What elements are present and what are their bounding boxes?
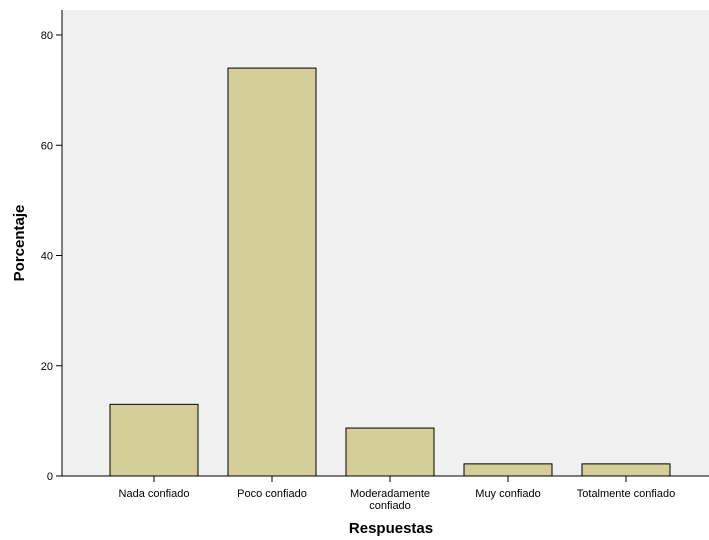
x-tick-label: Totalmente confiado (577, 488, 675, 500)
bar (463, 463, 553, 477)
bars (109, 67, 671, 477)
y-tick-label: 60 (41, 140, 53, 152)
x-axis-ticks: Nada confiado Poco confiado Moderadamentec… (119, 476, 675, 512)
bar (227, 67, 317, 477)
x-tick-label: Poco confiado (237, 488, 307, 500)
y-tick-label: 20 (41, 361, 53, 373)
y-axis-ticks: 0 20 40 60 80 (41, 30, 62, 483)
y-tick-label: 40 (41, 251, 53, 263)
bar (345, 427, 435, 477)
plot-area (62, 10, 709, 476)
y-tick-label: 0 (47, 471, 53, 483)
x-tick-label: Muy confiado (475, 488, 540, 500)
y-axis-title: Porcentaje (11, 205, 28, 282)
x-tick-label: confiado (369, 500, 411, 512)
x-axis-title: Respuestas (349, 520, 433, 537)
bar (581, 463, 671, 477)
x-tick-label: Nada confiado (119, 488, 190, 500)
bar (109, 403, 199, 477)
y-tick-label: 80 (41, 30, 53, 42)
x-tick-label: Moderadamente (350, 488, 430, 500)
